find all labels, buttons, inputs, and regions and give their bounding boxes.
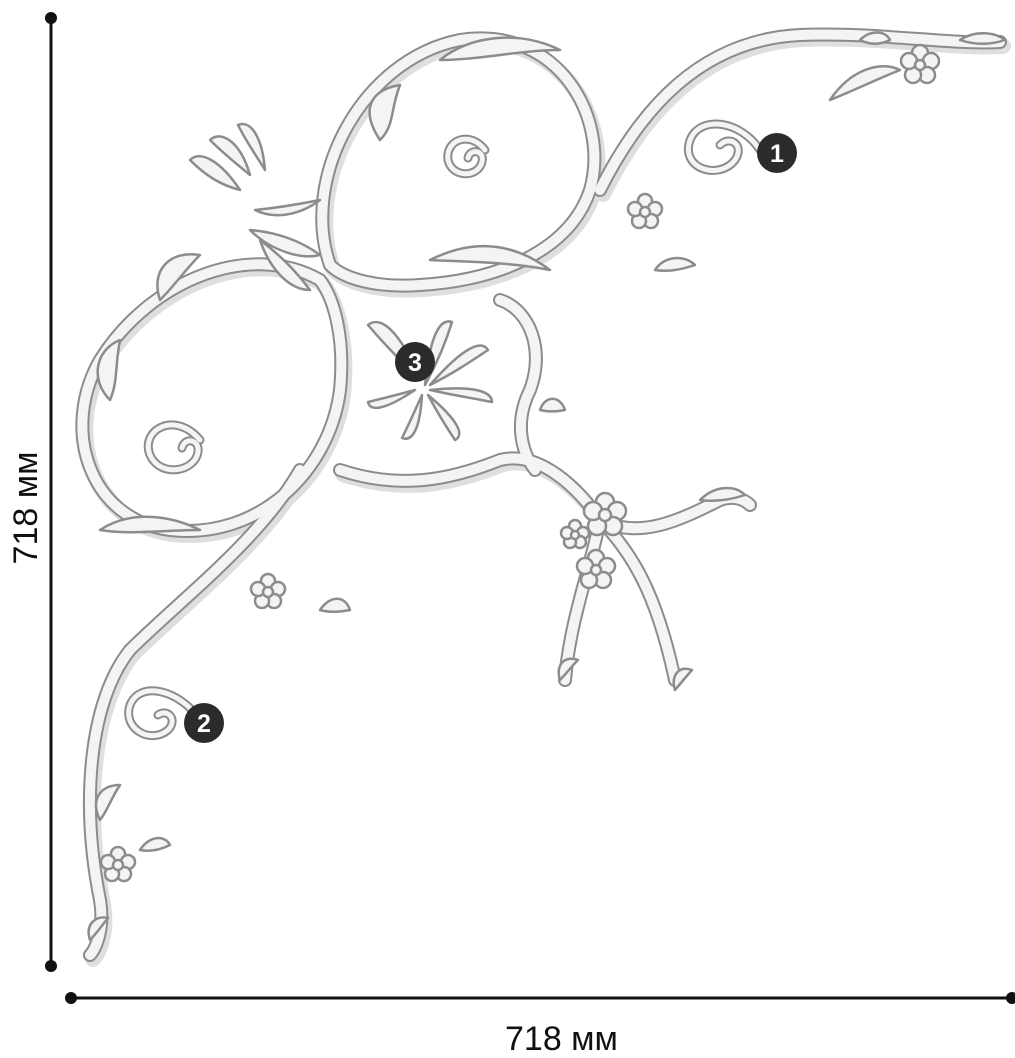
- ornament-carving: [75, 27, 1011, 967]
- marker-3: 3: [395, 342, 435, 382]
- height-line-bottom-dot: [45, 960, 57, 972]
- marker-1-badge: [757, 133, 797, 173]
- marker-3-badge: [395, 342, 435, 382]
- marker-3-label: 3: [408, 349, 422, 377]
- marker-2-badge: [184, 703, 224, 743]
- height-line-top-dot: [45, 12, 57, 24]
- marker-2-label: 2: [197, 710, 211, 738]
- dimension-lines: [45, 12, 1015, 1004]
- marker-1: 1: [757, 133, 797, 173]
- marker-1-label: 1: [770, 140, 784, 168]
- width-line-right-dot: [1006, 992, 1015, 1004]
- marker-2: 2: [184, 703, 224, 743]
- width-line-left-dot: [65, 992, 77, 1004]
- width-dimension-label: 718 мм: [505, 1020, 618, 1058]
- height-dimension-label: 718 мм: [7, 451, 45, 565]
